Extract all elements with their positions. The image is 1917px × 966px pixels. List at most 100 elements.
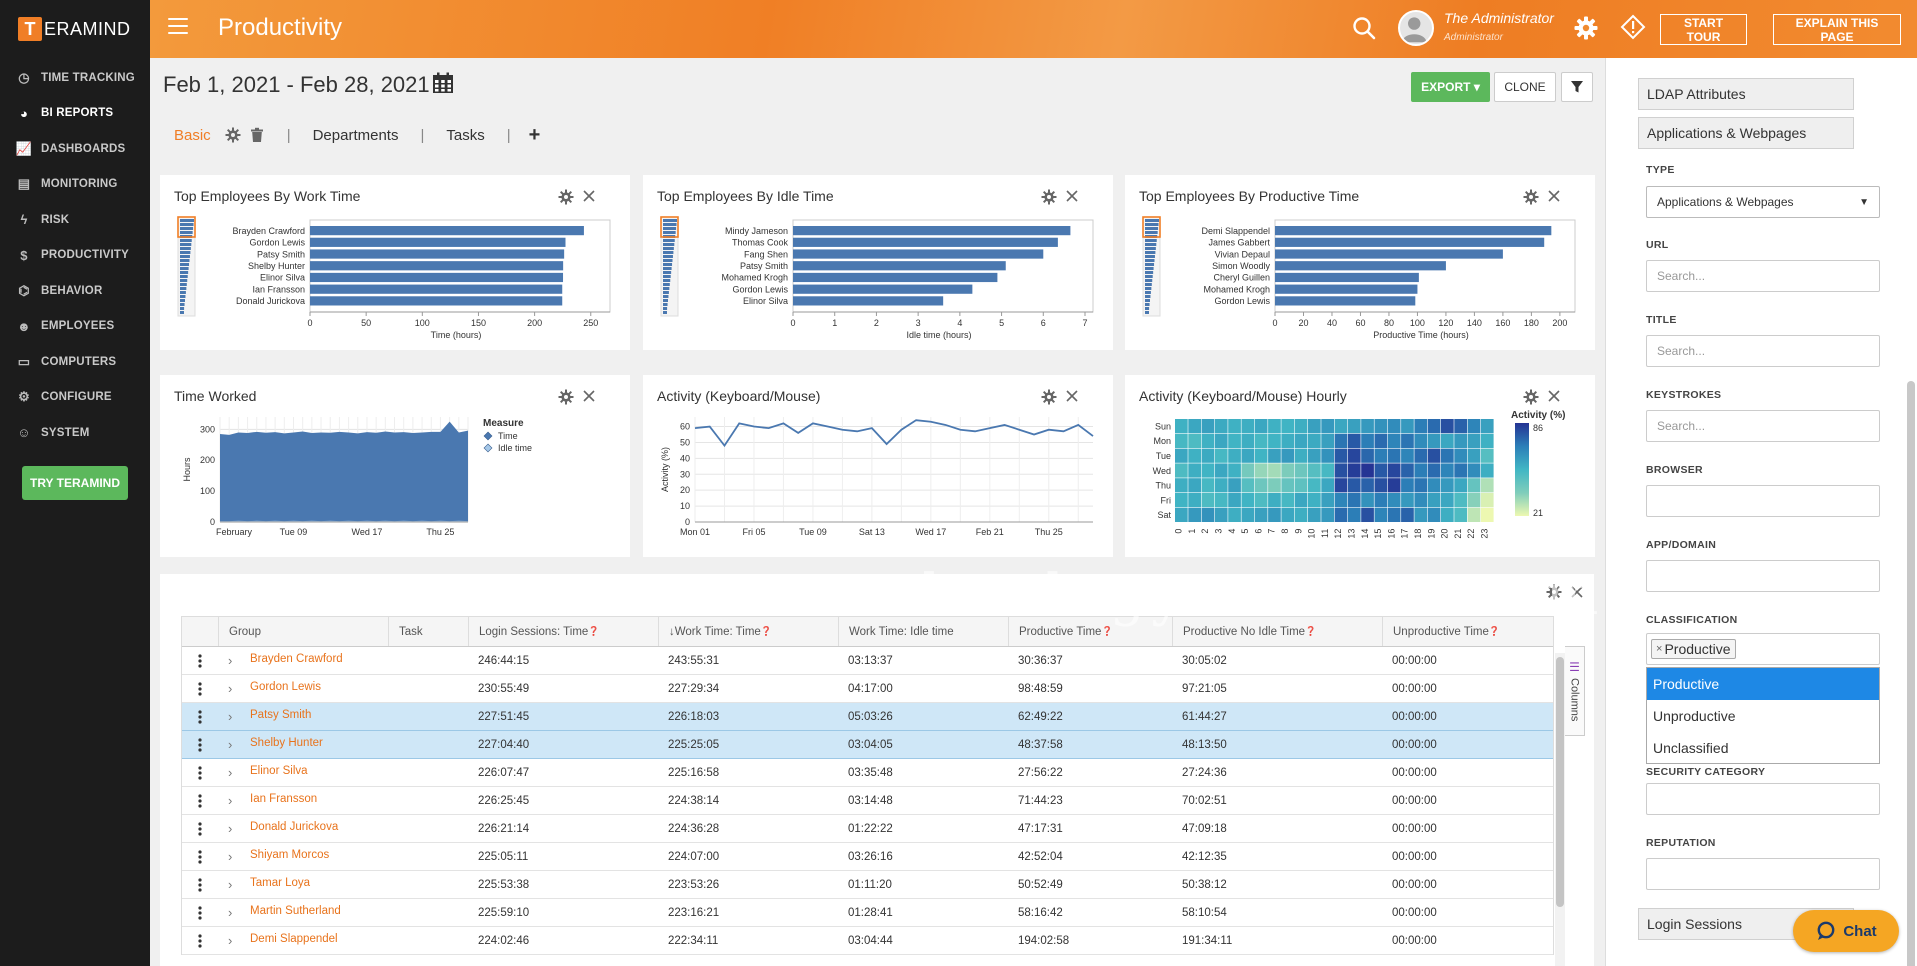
hamburger-menu-icon[interactable]	[168, 18, 188, 34]
sidebar-item-computers[interactable]: ▭ COMPUTERS	[0, 344, 150, 380]
expand-row-chevron-icon[interactable]: ›	[228, 849, 233, 864]
table-row[interactable]: › Elinor Silva 226:07:47 225:16:58 03:35:48 2…	[182, 759, 1553, 787]
employee-name-link[interactable]: Ian Fransson	[250, 793, 318, 805]
employee-name-link[interactable]: Donald Jurickova	[250, 821, 339, 833]
employee-name-link[interactable]: Tamar Loya	[250, 877, 311, 889]
card-close-icon[interactable]	[1547, 389, 1561, 403]
column-header-login-sessions-time[interactable]: Login Sessions: Time ❓	[468, 617, 658, 646]
date-range[interactable]: Feb 1, 2021 - Feb 28, 2021	[163, 72, 430, 97]
table-settings-gear-icon[interactable]	[1546, 584, 1562, 600]
row-menu-kebab-icon[interactable]	[182, 681, 218, 696]
sidebar-item-time-tracking[interactable]: ◷ TIME TRACKING	[0, 60, 150, 96]
table-row[interactable]: › Patsy Smith 227:51:45 226:18:03 05:03:26 62…	[182, 703, 1553, 731]
applications-webpages-section[interactable]: Applications & Webpages	[1638, 117, 1854, 149]
help-icon[interactable]: ❓	[588, 626, 600, 636]
card-settings-gear-icon[interactable]	[558, 389, 574, 405]
sidebar-item-system[interactable]: ☺ SYSTEM	[0, 415, 150, 451]
security-category-input[interactable]	[1646, 783, 1880, 815]
sidebar-item-dashboards[interactable]: 📈 DASHBOARDS	[0, 131, 150, 167]
keystrokes-search-input[interactable]: Search...	[1646, 410, 1880, 442]
card-close-icon[interactable]	[1065, 189, 1079, 203]
mini-preview-window[interactable]	[1142, 216, 1161, 238]
start-tour-button[interactable]: START TOUR	[1660, 14, 1747, 45]
employee-name-link[interactable]: Martin Sutherland	[250, 905, 341, 917]
expand-row-chevron-icon[interactable]: ›	[228, 877, 233, 892]
table-row[interactable]: › Tamar Loya 225:53:38 223:53:26 01:11:20 50:…	[182, 871, 1553, 899]
column-header-unproductive-time[interactable]: Unproductive Time ❓	[1382, 617, 1535, 646]
card-settings-gear-icon[interactable]	[1523, 389, 1539, 405]
type-select[interactable]: Applications & Webpages ▼	[1646, 186, 1880, 218]
employee-name-link[interactable]: Shelby Hunter	[250, 737, 323, 749]
try-teramind-button[interactable]: TRY TERAMIND	[22, 466, 128, 500]
table-row[interactable]: › Shelby Hunter 227:04:40 225:25:05 03:04:05…	[182, 731, 1553, 759]
table-scrollbar[interactable]	[1555, 653, 1565, 966]
app-domain-input[interactable]	[1646, 560, 1880, 592]
employee-name-link[interactable]: Patsy Smith	[250, 709, 312, 721]
remove-tag-icon[interactable]: ×	[1656, 643, 1663, 655]
employee-name-link[interactable]: Shiyam Morcos	[250, 849, 330, 861]
column-header-productive-no-idle-time[interactable]: Productive No Idle Time ❓	[1172, 617, 1382, 646]
search-icon[interactable]	[1351, 15, 1377, 41]
row-menu-kebab-icon[interactable]	[182, 653, 218, 668]
help-icon[interactable]: ❓	[760, 626, 773, 636]
sidebar-item-configure[interactable]: ⚙ CONFIGURE	[0, 380, 150, 416]
reputation-input[interactable]	[1646, 858, 1880, 890]
panel-scrollbar-thumb[interactable]	[1907, 381, 1915, 966]
row-menu-kebab-icon[interactable]	[182, 933, 218, 948]
legend-entry[interactable]: Time	[498, 431, 518, 441]
classification-multiselect[interactable]: × Productive	[1646, 633, 1880, 665]
employee-name-link[interactable]: Brayden Crawford	[250, 653, 343, 665]
legend-marker[interactable]	[483, 443, 493, 453]
row-menu-kebab-icon[interactable]	[182, 905, 218, 920]
mini-preview-window[interactable]	[660, 216, 679, 238]
row-menu-kebab-icon[interactable]	[182, 737, 218, 752]
sidebar-item-behavior[interactable]: ⌬ BEHAVIOR	[0, 273, 150, 309]
table-close-icon[interactable]	[1570, 585, 1584, 599]
legend-entry[interactable]: Idle time	[498, 443, 532, 453]
expand-row-chevron-icon[interactable]: ›	[228, 905, 233, 920]
employee-name-link[interactable]: Demi Slappendel	[250, 933, 338, 945]
sidebar-item-risk[interactable]: ϟ RISK	[0, 202, 150, 238]
tab-tasks[interactable]: Tasks	[446, 126, 485, 144]
scrollbar-thumb[interactable]	[1556, 657, 1564, 907]
card-settings-gear-icon[interactable]	[1041, 189, 1057, 205]
card-settings-gear-icon[interactable]	[1523, 189, 1539, 205]
employee-name-link[interactable]: Elinor Silva	[250, 765, 308, 777]
tab-departments[interactable]: Departments	[312, 126, 399, 144]
export-dropdown-button[interactable]: EXPORT ▾	[1411, 72, 1490, 102]
card-settings-gear-icon[interactable]	[1041, 389, 1057, 405]
trash-icon[interactable]	[249, 127, 265, 143]
expand-row-chevron-icon[interactable]: ›	[228, 933, 233, 948]
tab-settings-gear-icon[interactable]	[225, 127, 241, 143]
explain-page-button[interactable]: EXPLAIN THIS PAGE	[1773, 14, 1901, 45]
columns-panel-toggle[interactable]: ☰ Columns	[1565, 646, 1585, 736]
option-productive[interactable]: Productive	[1647, 668, 1879, 700]
table-row[interactable]: › Demi Slappendel 224:02:46 222:34:11 03:04:…	[182, 927, 1553, 955]
expand-row-chevron-icon[interactable]: ›	[228, 793, 233, 808]
calendar-icon[interactable]	[432, 72, 454, 94]
expand-row-chevron-icon[interactable]: ›	[228, 821, 233, 836]
ldap-attributes-section[interactable]: LDAP Attributes	[1638, 78, 1854, 110]
card-close-icon[interactable]	[1547, 189, 1561, 203]
column-header-work-time-idle-time[interactable]: Work Time: Idle time	[838, 617, 1008, 646]
help-icon[interactable]: ❓	[1101, 626, 1113, 636]
row-menu-kebab-icon[interactable]	[182, 709, 218, 724]
column-header-group[interactable]: Group	[218, 617, 388, 646]
classification-tag[interactable]: × Productive	[1651, 639, 1736, 659]
expand-row-chevron-icon[interactable]: ›	[228, 709, 233, 724]
help-icon[interactable]: ❓	[1305, 626, 1317, 636]
user-avatar[interactable]	[1398, 10, 1434, 46]
expand-row-chevron-icon[interactable]: ›	[228, 681, 233, 696]
option-unproductive[interactable]: Unproductive	[1653, 708, 1736, 724]
teramind-logo[interactable]: T ERAMIND	[0, 0, 150, 58]
expand-row-chevron-icon[interactable]: ›	[228, 653, 233, 668]
url-search-input[interactable]: Search...	[1646, 260, 1880, 292]
table-row[interactable]: › Ian Fransson 226:25:45 224:38:14 03:14:48 7…	[182, 787, 1553, 815]
column-header-productive-time[interactable]: Productive Time ❓	[1008, 617, 1172, 646]
row-menu-kebab-icon[interactable]	[182, 821, 218, 836]
tab-basic[interactable]: Basic	[174, 126, 211, 144]
card-close-icon[interactable]	[1065, 389, 1079, 403]
sidebar-item-bi-reports[interactable]: ◕ BI REPORTS	[0, 96, 150, 132]
browser-input[interactable]	[1646, 485, 1880, 517]
option-unclassified[interactable]: Unclassified	[1653, 740, 1729, 756]
